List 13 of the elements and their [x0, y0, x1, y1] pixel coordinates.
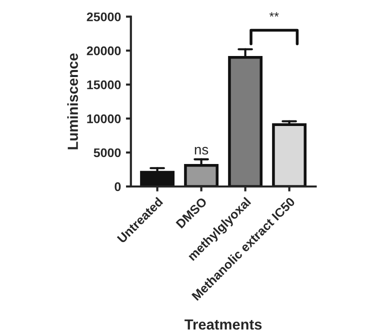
- x-axis-title: Treatments: [184, 319, 262, 330]
- bar: [184, 164, 219, 186]
- bar: [140, 170, 175, 186]
- y-tick-label: 10000: [87, 114, 121, 124]
- bar: [272, 123, 307, 186]
- annotation: ns: [194, 146, 208, 155]
- y-tick-label: 5000: [94, 148, 121, 158]
- text: **: [269, 12, 279, 17]
- y-tick-label: 0: [114, 182, 121, 192]
- y-tick-label: 15000: [87, 80, 121, 90]
- y-axis-title: Luminiscence: [67, 53, 78, 150]
- y-tick-label: 20000: [86, 46, 121, 56]
- y-tick-label: 25000: [86, 12, 121, 22]
